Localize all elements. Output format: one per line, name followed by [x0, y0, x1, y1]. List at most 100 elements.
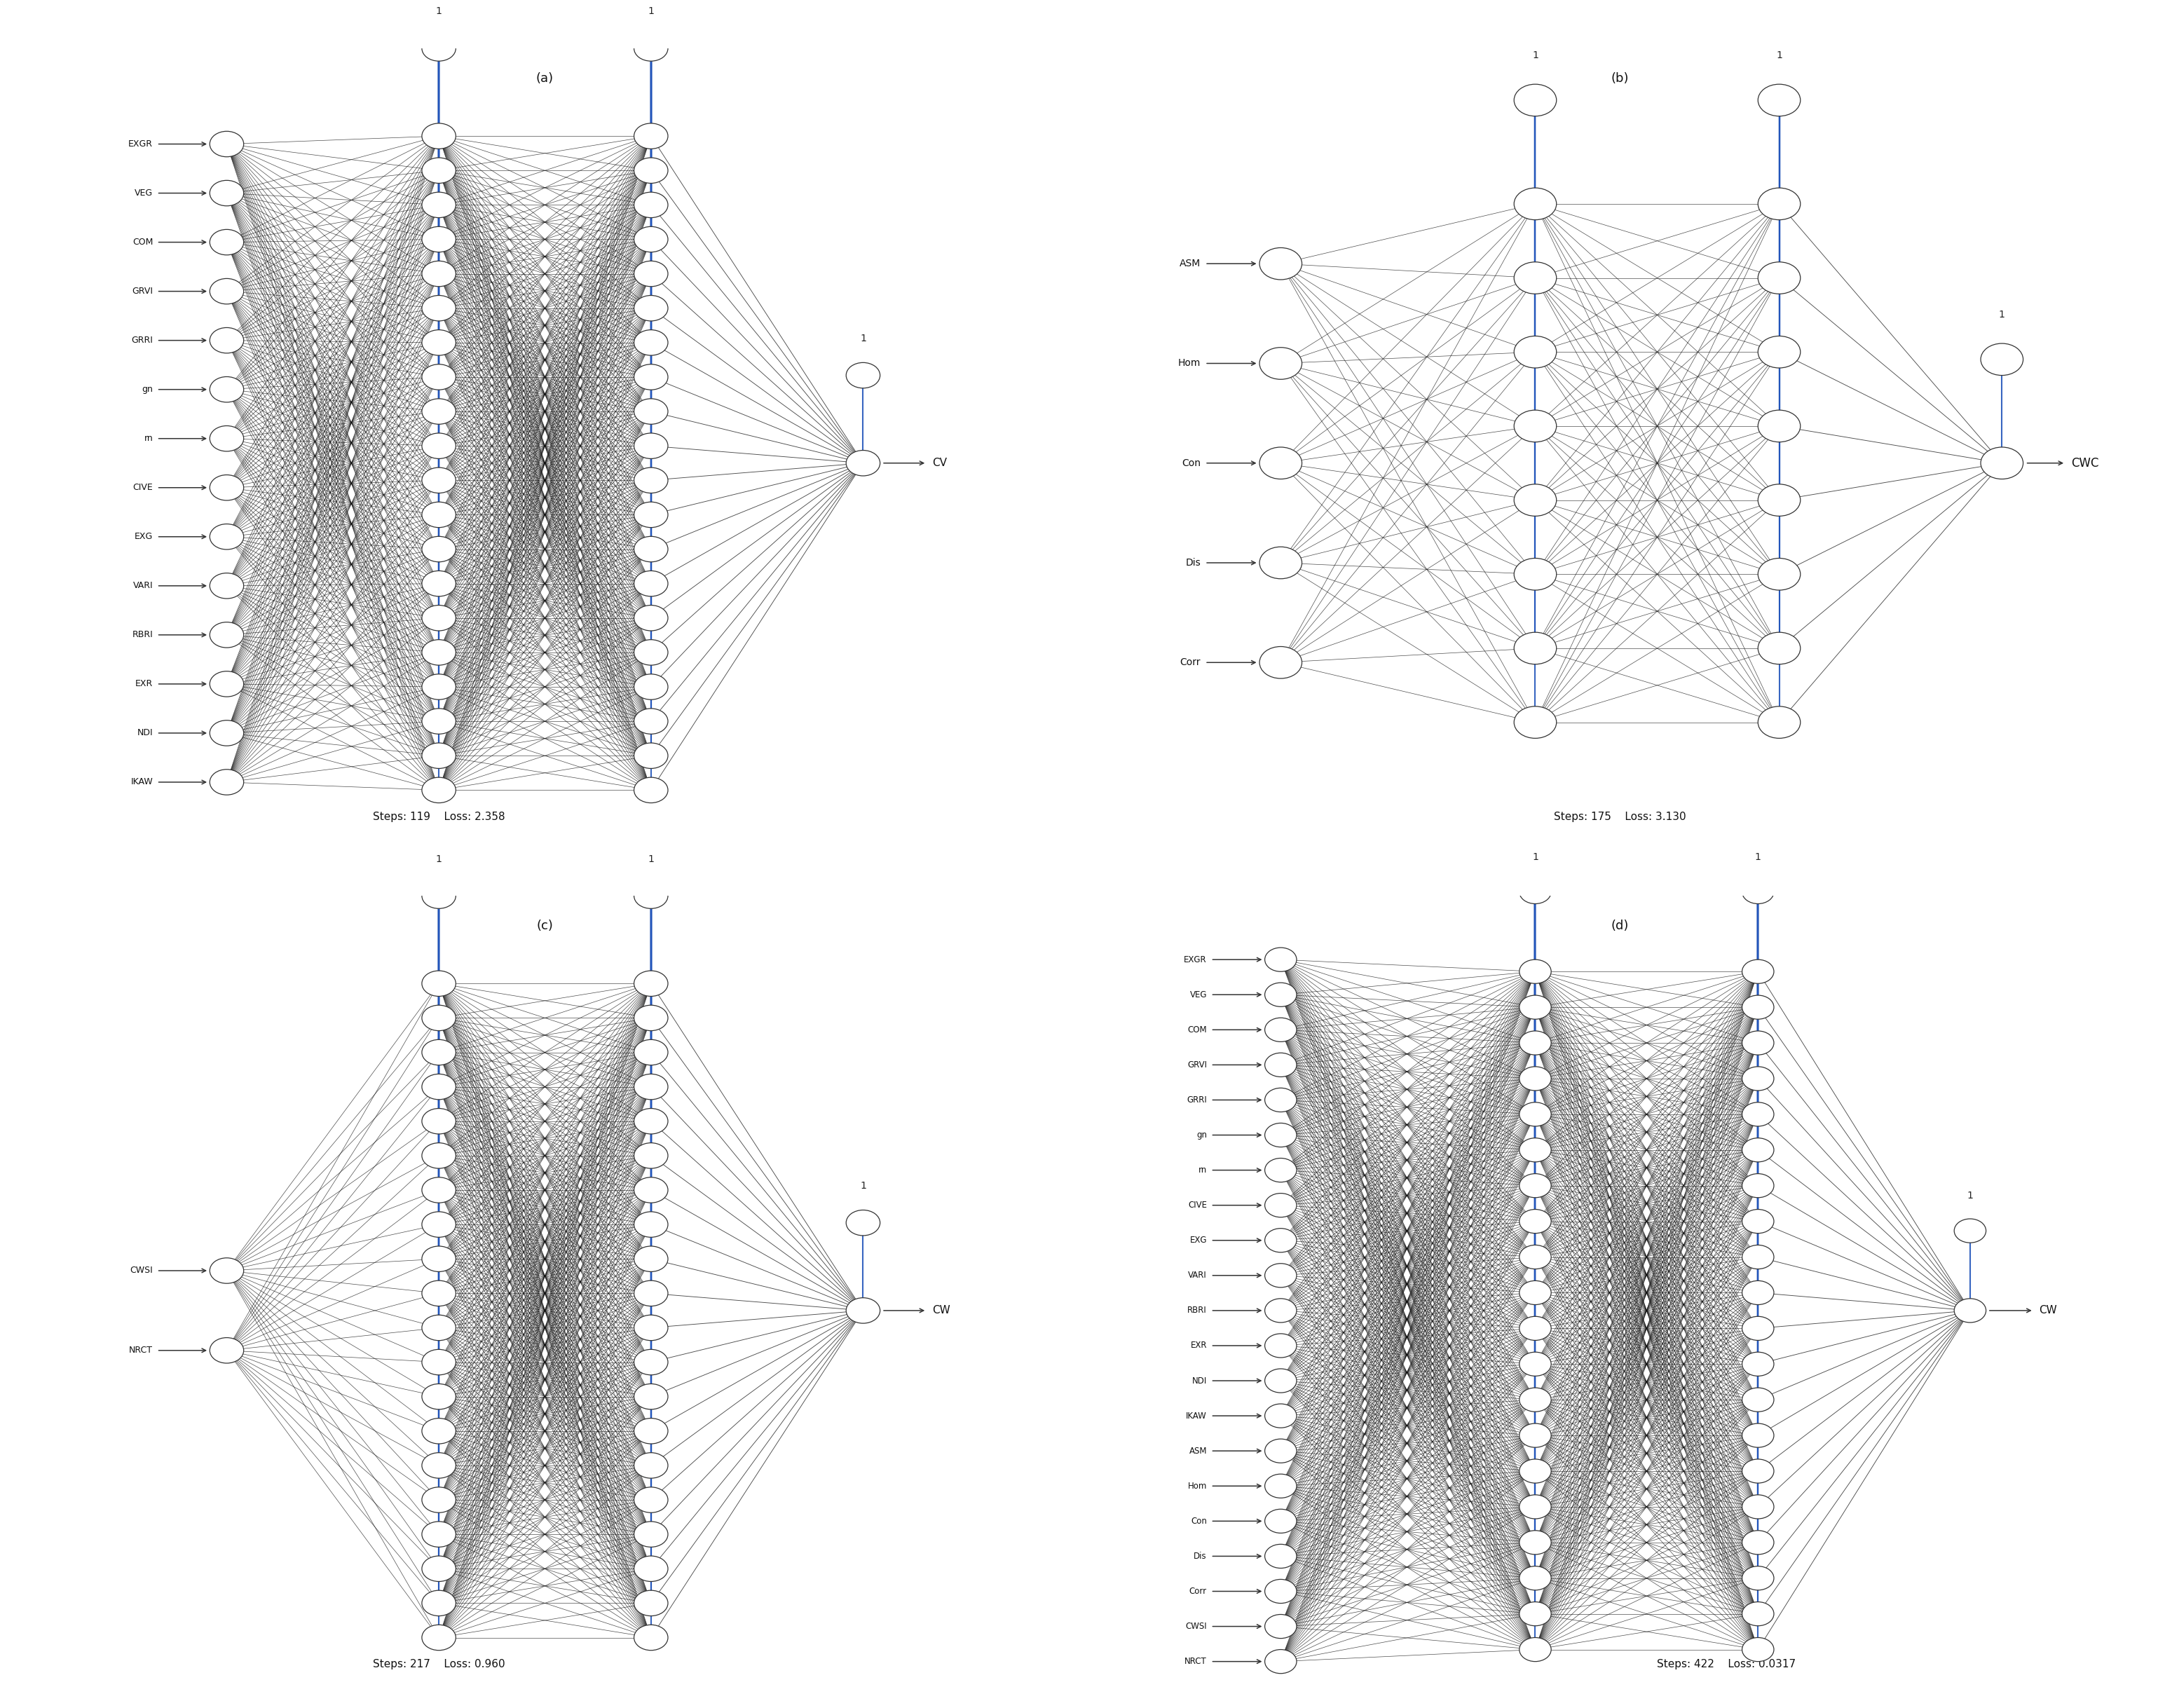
Circle shape — [634, 1349, 669, 1375]
Circle shape — [634, 1177, 669, 1202]
Circle shape — [210, 671, 245, 697]
Circle shape — [634, 193, 669, 217]
Circle shape — [1743, 960, 1773, 984]
Circle shape — [1264, 1052, 1297, 1076]
Circle shape — [634, 1211, 669, 1237]
Circle shape — [847, 451, 879, 477]
Circle shape — [210, 721, 245, 746]
Text: GRVI: GRVI — [132, 287, 154, 295]
Circle shape — [422, 157, 457, 183]
Circle shape — [1758, 84, 1801, 116]
Circle shape — [422, 364, 457, 389]
Circle shape — [634, 1590, 669, 1616]
Circle shape — [1264, 1158, 1297, 1182]
Circle shape — [634, 261, 669, 287]
Text: 1: 1 — [647, 854, 654, 864]
Circle shape — [210, 475, 245, 500]
Circle shape — [1743, 1459, 1773, 1483]
Circle shape — [1264, 948, 1297, 972]
Circle shape — [422, 1383, 457, 1409]
Text: CIVE: CIVE — [132, 483, 154, 492]
Circle shape — [422, 605, 457, 630]
Circle shape — [1520, 1209, 1550, 1233]
Circle shape — [1758, 707, 1801, 738]
Circle shape — [1743, 1353, 1773, 1377]
Text: 1: 1 — [435, 854, 442, 864]
Circle shape — [634, 1006, 669, 1030]
Circle shape — [634, 1624, 669, 1650]
Circle shape — [210, 1337, 245, 1363]
Circle shape — [634, 640, 669, 664]
Circle shape — [422, 883, 457, 909]
Circle shape — [1264, 1334, 1297, 1358]
Text: COM: COM — [132, 237, 154, 246]
Circle shape — [1513, 410, 1557, 442]
Text: Con: Con — [1182, 458, 1202, 468]
Circle shape — [1264, 1194, 1297, 1218]
Circle shape — [1758, 559, 1801, 591]
Circle shape — [1743, 1066, 1773, 1091]
Text: 1: 1 — [1533, 51, 1539, 60]
Circle shape — [634, 1454, 669, 1477]
Circle shape — [1743, 1102, 1773, 1126]
Text: Hom: Hom — [1189, 1481, 1206, 1491]
Circle shape — [1743, 1317, 1773, 1341]
Circle shape — [422, 1211, 457, 1237]
Circle shape — [422, 1247, 457, 1272]
Circle shape — [634, 1143, 669, 1168]
Circle shape — [210, 622, 245, 647]
Circle shape — [422, 330, 457, 355]
Circle shape — [634, 675, 669, 700]
Text: (d): (d) — [1611, 919, 1628, 933]
Circle shape — [1743, 1494, 1773, 1518]
Circle shape — [422, 777, 457, 803]
Circle shape — [634, 398, 669, 424]
Circle shape — [1520, 1245, 1550, 1269]
Circle shape — [634, 536, 669, 562]
Circle shape — [1520, 1459, 1550, 1483]
Circle shape — [422, 1040, 457, 1066]
Circle shape — [1955, 1298, 1985, 1322]
Circle shape — [422, 970, 457, 996]
Circle shape — [1743, 1173, 1773, 1197]
Circle shape — [634, 1418, 669, 1443]
Text: CIVE: CIVE — [1189, 1201, 1206, 1209]
Circle shape — [210, 524, 245, 550]
Circle shape — [422, 295, 457, 321]
Text: 1: 1 — [860, 333, 866, 343]
Circle shape — [1264, 1124, 1297, 1148]
Circle shape — [1264, 1544, 1297, 1568]
Circle shape — [1520, 1530, 1550, 1554]
Circle shape — [1520, 1317, 1550, 1341]
Circle shape — [634, 123, 669, 149]
Circle shape — [634, 36, 669, 61]
Circle shape — [634, 709, 669, 734]
Text: EXR: EXR — [1191, 1341, 1206, 1351]
Circle shape — [422, 468, 457, 494]
Text: VEG: VEG — [1191, 991, 1206, 999]
Circle shape — [1264, 1298, 1297, 1322]
Circle shape — [634, 227, 669, 253]
Circle shape — [634, 743, 669, 769]
Circle shape — [422, 1006, 457, 1030]
Circle shape — [422, 1590, 457, 1616]
Text: Corr: Corr — [1189, 1587, 1206, 1595]
Circle shape — [1513, 336, 1557, 367]
Circle shape — [634, 570, 669, 596]
Text: CWSI: CWSI — [130, 1266, 154, 1276]
Circle shape — [210, 377, 245, 401]
Circle shape — [210, 574, 245, 598]
Circle shape — [1520, 1494, 1550, 1518]
Circle shape — [634, 883, 669, 909]
Text: EXG: EXG — [1191, 1237, 1206, 1245]
Text: CW: CW — [2039, 1305, 2057, 1315]
Circle shape — [634, 1247, 669, 1272]
Text: CW: CW — [931, 1305, 950, 1315]
Text: EXGR: EXGR — [128, 140, 154, 149]
Circle shape — [422, 398, 457, 424]
Text: Hom: Hom — [1178, 359, 1202, 369]
Circle shape — [1743, 1389, 1773, 1413]
Text: 1: 1 — [860, 1180, 866, 1190]
Circle shape — [634, 1556, 669, 1582]
Circle shape — [1743, 1245, 1773, 1269]
